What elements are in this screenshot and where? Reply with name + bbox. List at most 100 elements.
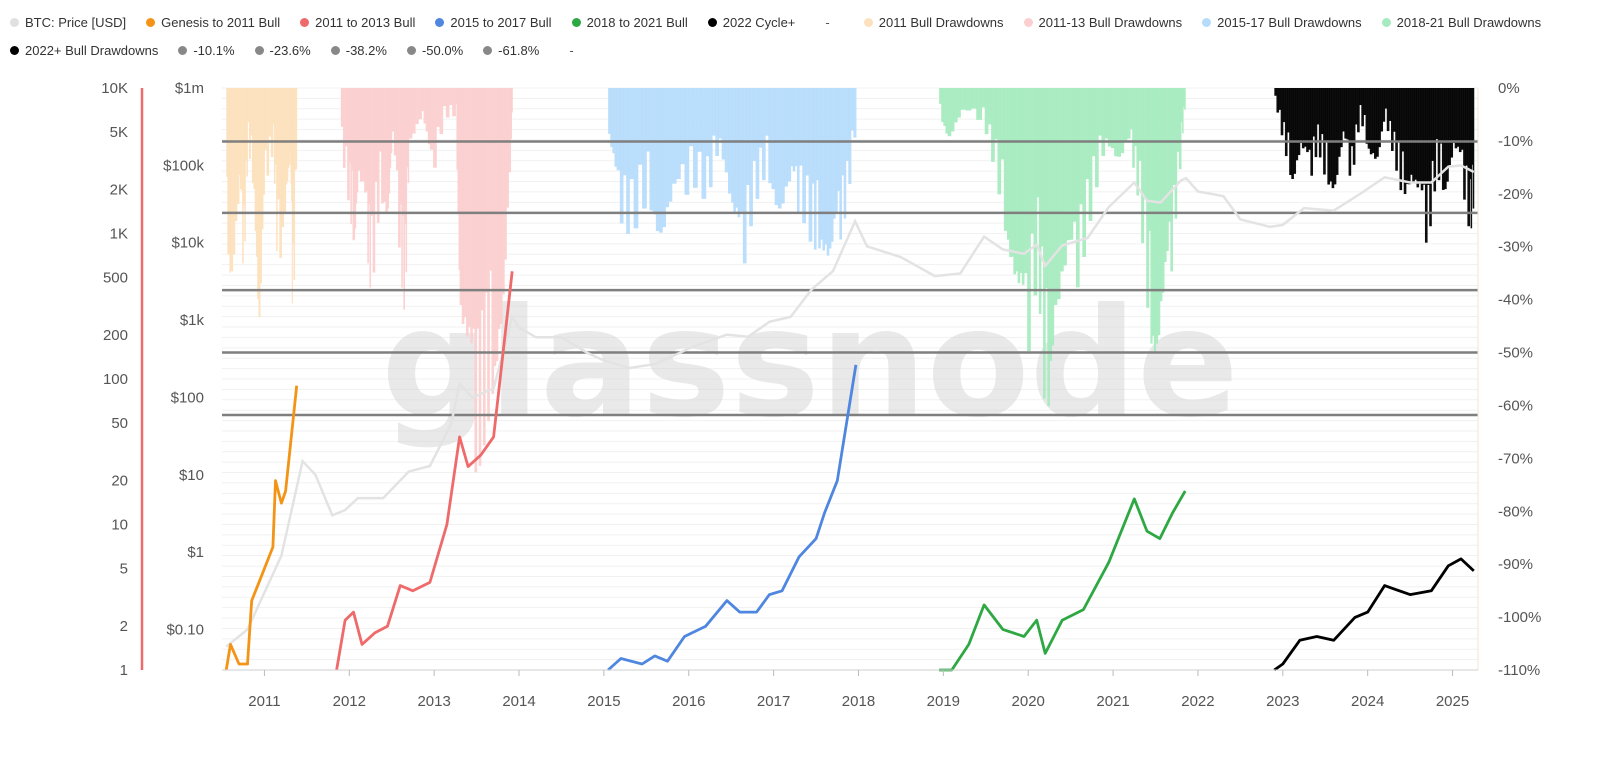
drawdown-bar [508, 88, 512, 173]
legend-item[interactable]: -23.6% [254, 42, 311, 58]
drawdown-bar [701, 88, 707, 199]
drawdown-bar [1274, 88, 1277, 96]
drawdown-bar [1027, 88, 1031, 352]
drawdown-bar [610, 88, 613, 148]
drawdown-bar [1172, 88, 1176, 185]
drawdown-bar [688, 88, 694, 147]
drawdown-bar [273, 88, 276, 185]
legend-item[interactable]: 2018 to 2021 Bull [571, 15, 688, 30]
legend-item[interactable]: 2011-13 Bull Drawdowns [1023, 15, 1182, 30]
drawdown-bar [731, 88, 734, 203]
drawdown-bar [387, 88, 390, 209]
drawdown-bar [347, 88, 350, 201]
legend-label: Genesis to 2011 Bull [161, 14, 281, 30]
drawdown-bar [652, 88, 657, 215]
x-tick-label: 2024 [1351, 693, 1384, 710]
drawdown-bar [953, 88, 958, 123]
drawdown-bar [511, 88, 513, 113]
drawdown-bar [1138, 88, 1142, 161]
drawdown-bar [965, 88, 972, 111]
legend-label: 2018-21 Bull Drawdowns [1396, 14, 1542, 30]
drawdown-bar [808, 88, 813, 242]
drawdown-bar [1306, 88, 1309, 153]
legend-item[interactable]: -61.8% [483, 43, 539, 58]
drawdown-bar [433, 88, 437, 168]
legend-item[interactable]: 2015-17 Bull Drawdowns [1202, 15, 1362, 30]
legend-label: 2011 to 2013 Bull [315, 14, 416, 30]
btc-price-line [225, 164, 1475, 648]
drawdown-bar [1327, 88, 1330, 185]
legend-item[interactable]: -10.1% [178, 43, 235, 58]
drawdown-bar [351, 88, 353, 171]
left-tick-label: $1 [187, 544, 204, 561]
legend-dot-icon [707, 17, 717, 27]
drawdown-bar [407, 88, 410, 184]
x-tick-label: 2013 [417, 693, 450, 710]
legend-item[interactable]: BTC: Price [USD] [10, 15, 126, 30]
drawdown-bar [264, 88, 268, 150]
right-tick-label: -60% [1498, 397, 1533, 414]
legend-item[interactable]: -38.2% [330, 43, 387, 58]
drawdown-bar [1170, 88, 1173, 272]
drawdown-bar [1420, 88, 1424, 191]
drawdown-bar [247, 88, 250, 123]
drawdown-bar [1397, 88, 1400, 143]
drawdown-bar [246, 88, 248, 177]
drawdown-bar [1439, 88, 1443, 144]
x-tick-label: 2020 [1012, 693, 1045, 710]
drawdown-bar [813, 88, 817, 250]
legend-item[interactable]: 2011 to 2013 Bull [300, 15, 415, 30]
cycle-series-line [1273, 557, 1475, 672]
drawdown-bar [463, 88, 467, 318]
drawdown-bar [485, 88, 488, 293]
drawdown-bar [1123, 88, 1128, 143]
drawdown-bar [1412, 88, 1415, 183]
drawdown-bar [395, 88, 399, 171]
legend-item[interactable]: 2022 Cycle+ [707, 15, 795, 30]
watermark-text: glassnode [381, 277, 1239, 451]
drawdown-bar [1033, 88, 1038, 296]
drawdown-bar [799, 88, 803, 166]
x-tick-label: 2021 [1096, 693, 1129, 710]
drawdown-bar [261, 88, 264, 230]
outer-left-tick-label: 2K [110, 182, 128, 199]
drawdown-bar [616, 88, 621, 171]
drawdown-bar [818, 88, 821, 249]
drawdown-bar [502, 88, 505, 295]
outer-left-tick-label: 5 [120, 560, 128, 577]
legend-item[interactable]: -50.0% [406, 43, 463, 58]
drawdown-bar [359, 88, 363, 182]
drawdown-bar [474, 88, 478, 473]
legend-dot-icon [406, 45, 416, 55]
legend-item[interactable]: 2022+ Bull Drawdowns [10, 43, 158, 58]
drawdown-bar [1000, 88, 1005, 160]
legend-item[interactable]: 2015 to 2017 Bull [435, 15, 552, 30]
drawdown-bar [240, 88, 242, 190]
legend-item[interactable]: 2018-21 Bull Drawdowns [1381, 14, 1542, 30]
legend-label: -23.6% [269, 42, 311, 58]
drawdown-bar [705, 88, 710, 157]
left-tick-label: $0.10 [166, 622, 204, 639]
drawdown-bar [1130, 88, 1133, 130]
drawdown-bar [1429, 88, 1432, 227]
drawdown-bar [499, 88, 503, 324]
drawdown-bar [1180, 88, 1183, 123]
drawdown-bar [478, 88, 482, 466]
drawdown-bar [425, 88, 429, 132]
drawdown-bar [340, 88, 344, 127]
drawdown-bar [976, 88, 983, 120]
drawdown-bar [1095, 88, 1099, 188]
drawdown-bar [768, 88, 772, 184]
drawdown-bar [1433, 88, 1437, 192]
drawdown-bar [279, 88, 282, 258]
drawdown-bar [822, 88, 826, 251]
drawdown-bar [1101, 88, 1106, 156]
legend-item[interactable]: 2011 Bull Drawdowns [863, 15, 1004, 30]
drawdown-bar [1427, 88, 1430, 185]
legend-separator: - [825, 14, 830, 30]
drawdown-bar [400, 88, 402, 205]
drawdown-bar [1335, 88, 1339, 175]
legend-item[interactable]: Genesis to 2011 Bull [146, 15, 280, 30]
drawdown-bar [960, 88, 967, 110]
drawdown-bar [482, 88, 486, 446]
